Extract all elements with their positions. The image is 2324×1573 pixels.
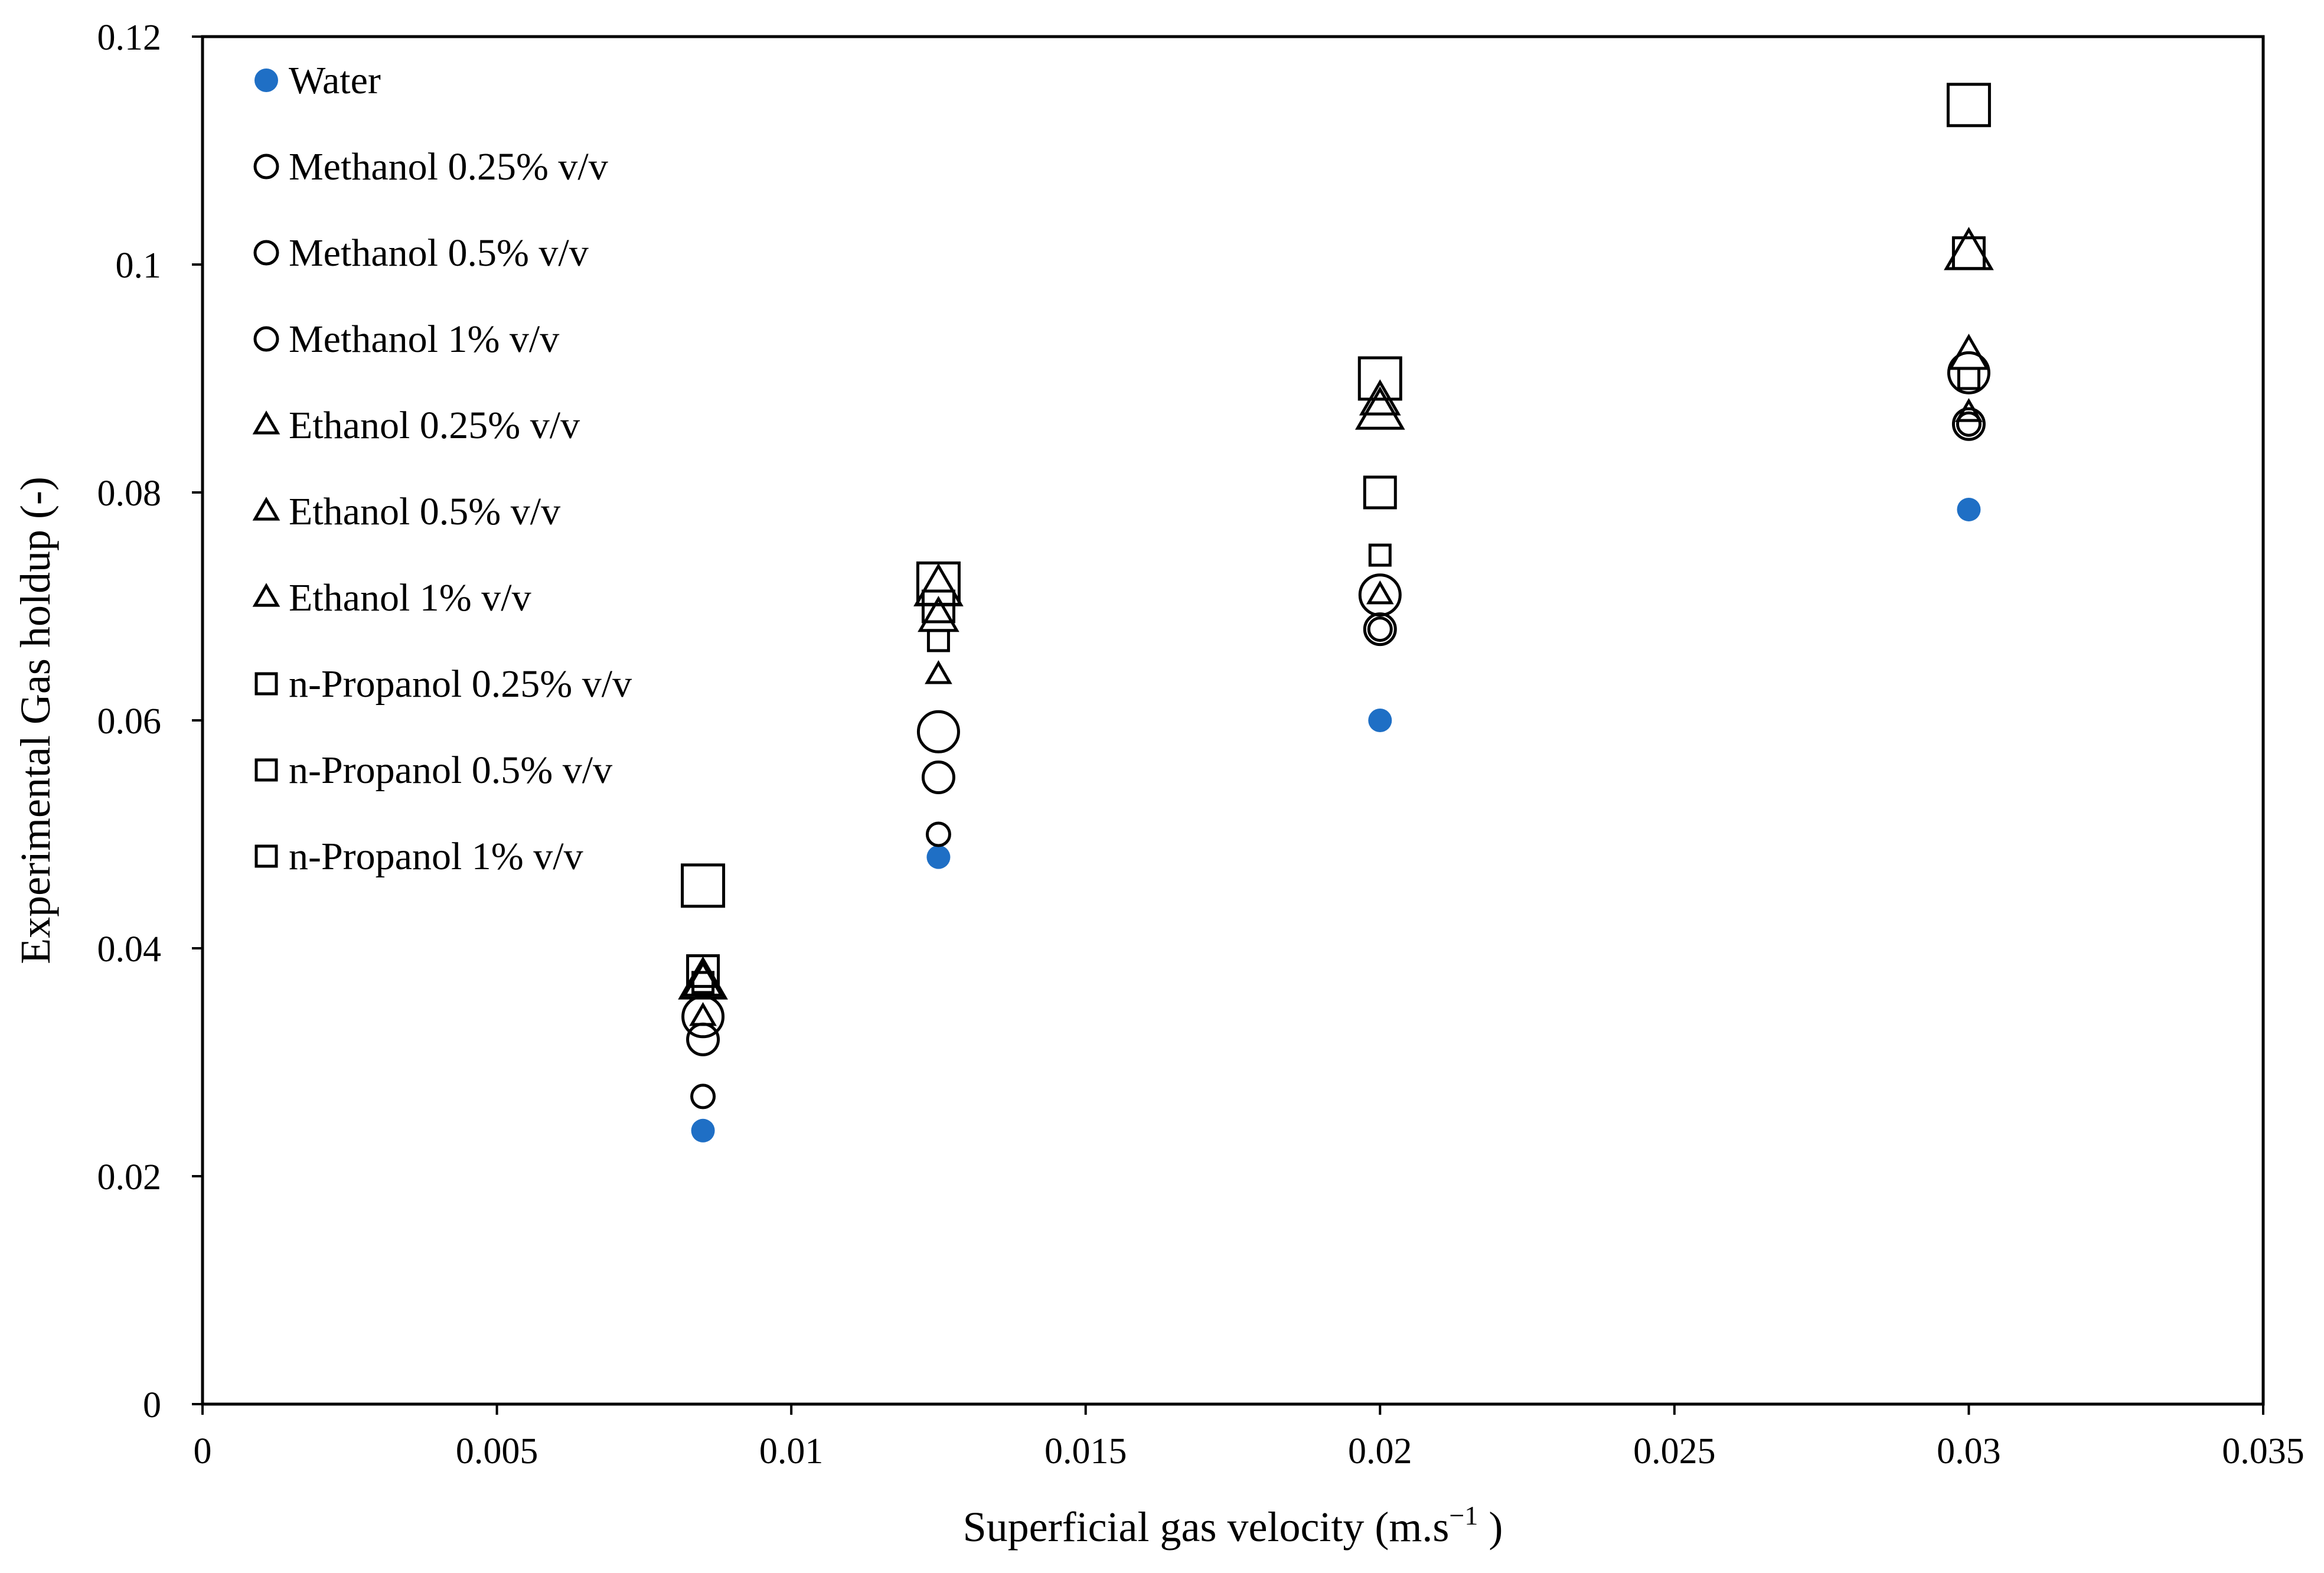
x-axis-title-main: Superficial gas velocity (m.s (963, 1503, 1450, 1551)
y-tick-label: 0.02 (97, 1157, 162, 1197)
y-tick-label: 0.1 (116, 246, 162, 286)
x-tick-label: 0.01 (759, 1431, 824, 1471)
x-tick-label: 0.025 (1633, 1431, 1716, 1471)
series-0 (691, 497, 1981, 1143)
series-7 (691, 367, 1980, 994)
y-tick-label: 0.12 (97, 18, 162, 58)
data-point (1957, 367, 1980, 390)
legend-marker (254, 68, 278, 92)
data-point (1957, 497, 1981, 521)
data-point (1368, 543, 1392, 567)
legend-label: Methanol 1% v/v (289, 318, 559, 361)
legend-item: Methanol 0.5% v/v (253, 231, 589, 275)
data-point (1367, 616, 1393, 642)
data-point (1363, 475, 1397, 510)
data-point (1366, 580, 1394, 605)
legend-marker (253, 326, 279, 352)
series-1 (690, 411, 1982, 1109)
x-tick-label: 0.02 (1348, 1431, 1412, 1471)
data-point (921, 589, 955, 624)
data-point (926, 629, 950, 652)
plot-area (201, 35, 2265, 1406)
data-point (1357, 356, 1402, 401)
data-point (689, 1002, 717, 1026)
y-tick-label: 0.04 (97, 929, 162, 970)
x-tick-label: 0 (194, 1431, 212, 1471)
x-axis-title-suffix: ) (1478, 1503, 1503, 1551)
data-point (690, 1084, 716, 1109)
legend: Water Methanol 0.25% v/v Methanol 0.5% v/v… (252, 59, 632, 878)
legend-label: n-Propanol 0.5% v/v (289, 749, 612, 792)
data-point (1946, 83, 1991, 128)
data-point (1951, 407, 1986, 441)
legend-marker (254, 758, 278, 782)
legend-marker (253, 154, 279, 180)
legend-marker (252, 583, 280, 607)
legend-item: n-Propanol 0.5% v/v (254, 749, 612, 792)
series-4 (689, 398, 1983, 1026)
x-tick-label: 0.035 (2222, 1431, 2305, 1471)
legend-marker (253, 240, 279, 266)
data-point (681, 863, 726, 908)
data-point (686, 954, 720, 988)
data-point (925, 821, 951, 847)
data-point (1955, 398, 1983, 422)
legend-label: n-Propanol 0.25% v/v (289, 663, 632, 706)
data-point (921, 761, 955, 794)
y-axis-ticks: 0 0.02 0.04 0.06 0.08 0.1 0.12 (97, 18, 203, 1425)
x-axis-ticks: 0 0.005 0.01 0.015 0.02 0.025 0.03 0.035 (194, 1404, 2305, 1471)
data-point (1368, 709, 1392, 732)
legend-label: Water (289, 59, 381, 102)
data-point (1358, 573, 1402, 617)
legend-label: Methanol 0.5% v/v (289, 231, 589, 275)
legend-marker (254, 672, 278, 696)
data-point (1951, 236, 1986, 270)
x-tick-label: 0.03 (1937, 1431, 2001, 1471)
legend-item: Water (254, 59, 381, 102)
legend-label: Ethanol 0.25% v/v (289, 404, 580, 447)
legend-item: n-Propanol 1% v/v (254, 835, 583, 878)
legend-label: Ethanol 0.5% v/v (289, 490, 560, 533)
legend-marker (252, 410, 280, 435)
y-tick-label: 0.08 (97, 474, 162, 514)
x-axis-title: Superficial gas velocity (m.s−1 ) (963, 1500, 1503, 1551)
data-point (691, 1118, 715, 1143)
data-point (916, 561, 961, 606)
data-point (925, 660, 952, 684)
data-point (1956, 411, 1982, 437)
legend-label: Ethanol 1% v/v (289, 576, 531, 619)
x-axis-title-superscript: −1 (1449, 1500, 1478, 1530)
data-points (678, 83, 1994, 1143)
data-point (691, 971, 715, 994)
y-tick-label: 0 (143, 1385, 161, 1425)
data-point (1354, 386, 1405, 430)
data-point (926, 845, 951, 869)
data-point (916, 710, 960, 753)
x-tick-label: 0.015 (1045, 1431, 1127, 1471)
legend-label: Methanol 0.25% v/v (289, 145, 608, 188)
legend-marker (252, 497, 280, 521)
legend-item: n-Propanol 0.25% v/v (254, 663, 632, 706)
legend-item: Ethanol 1% v/v (252, 576, 531, 619)
y-axis-title: Experimental Gas holdup (-) (12, 477, 59, 964)
legend-item: Ethanol 0.5% v/v (252, 490, 560, 533)
series-8 (686, 236, 1986, 988)
legend-item: Methanol 0.25% v/v (253, 145, 608, 188)
data-point (1947, 351, 1990, 394)
y-tick-label: 0.06 (97, 701, 162, 742)
series-9 (681, 83, 1991, 908)
legend-item: Methanol 1% v/v (253, 318, 559, 361)
legend-marker (254, 844, 278, 868)
x-tick-label: 0.005 (456, 1431, 538, 1471)
legend-item: Ethanol 0.25% v/v (252, 404, 580, 447)
legend-label: n-Propanol 1% v/v (289, 835, 583, 878)
